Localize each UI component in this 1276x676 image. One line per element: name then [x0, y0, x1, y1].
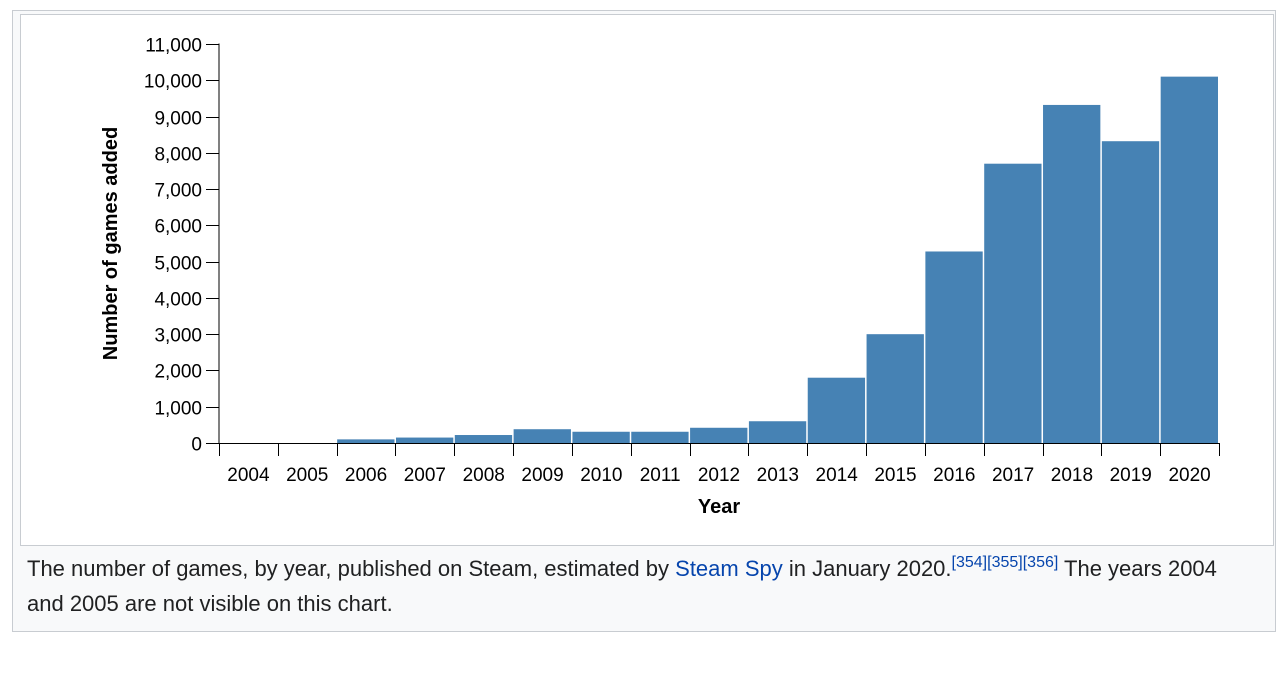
x-tick-label-2010: 2010: [580, 465, 622, 486]
bar-chart: 0 1,000 2,000 3,000 4,000 5,000 6,000 7,000 8,00…: [100, 36, 1220, 518]
caption-text-middle: in January 2020.: [782, 556, 952, 581]
x-tick-label-2004: 2004: [227, 465, 270, 486]
y-tick-label-6000: 6,000: [154, 217, 202, 238]
x-tick-label-2020: 2020: [1168, 465, 1210, 486]
bar-2020: [1160, 76, 1218, 444]
caption-text-end: The years 2004 and 2005 are not visible …: [27, 556, 1217, 616]
bar-2019: [1101, 141, 1160, 443]
y-tick-label-7000: 7,000: [154, 181, 202, 202]
y-tick-label-11000: 11,000: [145, 36, 202, 57]
bar-2011: [631, 431, 689, 443]
x-tick-label-2006: 2006: [345, 465, 387, 486]
x-tick-label-2007: 2007: [404, 465, 446, 486]
x-tick-label-2014: 2014: [816, 465, 859, 486]
caption-text-start: The number of games, by year, published …: [27, 556, 676, 581]
x-tick-label-2012: 2012: [698, 465, 740, 486]
bar-2016: [925, 251, 983, 443]
reference-link-355[interactable]: [355]: [987, 554, 1023, 571]
figure-caption: The number of games, by year, published …: [27, 551, 1257, 621]
bar-2006: [337, 439, 395, 443]
x-tick-label-2008: 2008: [463, 465, 505, 486]
x-tick-label-2015: 2015: [874, 465, 916, 486]
x-tick-label-2016: 2016: [933, 465, 975, 486]
bar-2008: [454, 435, 513, 443]
y-axis-title: Number of games added: [100, 127, 122, 360]
y-tick-label-10000: 10,000: [144, 72, 202, 93]
y-tick-label-4000: 4,000: [154, 290, 202, 311]
y-tick-label-5000: 5,000: [154, 254, 202, 275]
bar-2014: [807, 377, 866, 443]
reference-link-356[interactable]: [356]: [1022, 554, 1059, 571]
reference-link-354[interactable]: [354]: [951, 554, 988, 571]
bar-2012: [690, 427, 748, 443]
bar-2018: [1043, 104, 1101, 444]
x-tick-label-2011: 2011: [640, 465, 681, 486]
reference-group: [354][355][356]: [952, 554, 1059, 571]
bar-2007: [395, 437, 454, 443]
x-tick-label-2017: 2017: [992, 465, 1034, 486]
bar-2009: [513, 429, 571, 443]
chart-frame: 0 1,000 2,000 3,000 4,000 5,000 6,000 7,000 8,00…: [20, 14, 1274, 546]
y-tick-label-0: 0: [191, 435, 202, 456]
bar-2010: [572, 431, 630, 443]
bar-2013: [748, 421, 807, 443]
bar-2017: [984, 163, 1042, 443]
x-tick-label-2018: 2018: [1051, 465, 1093, 486]
x-axis-title: Year: [698, 496, 740, 518]
y-tick-label-3000: 3,000: [154, 326, 202, 347]
steam-spy-link[interactable]: Steam Spy: [675, 556, 783, 581]
y-tick-label-9000: 9,000: [154, 109, 202, 130]
y-tick-label-1000: 1,000: [154, 399, 202, 420]
x-tick-label-2009: 2009: [521, 465, 563, 486]
x-tick-label-2013: 2013: [757, 465, 799, 486]
bar-2015: [866, 334, 924, 443]
x-tick-label-2019: 2019: [1110, 465, 1152, 486]
x-tick-label-2005: 2005: [286, 465, 328, 486]
y-tick-label-2000: 2,000: [154, 362, 202, 383]
y-tick-label-8000: 8,000: [154, 145, 202, 166]
